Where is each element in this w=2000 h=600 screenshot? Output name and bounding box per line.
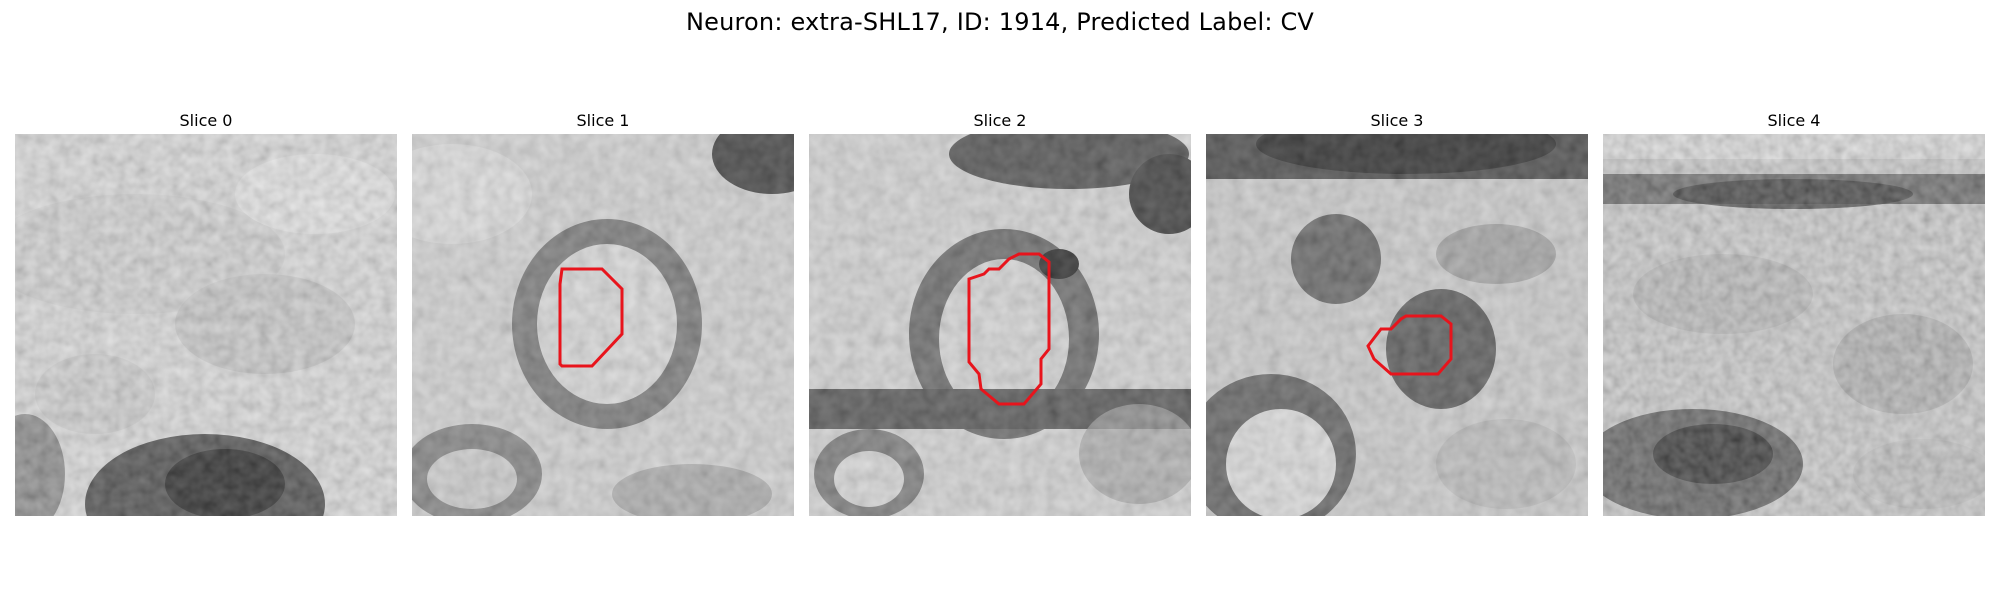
slice-image-1	[412, 134, 794, 516]
slice-image-3	[1206, 134, 1588, 516]
slice-image-2	[809, 134, 1191, 516]
slice-image-0	[15, 134, 397, 516]
slice-panel-3: Slice 3	[1206, 110, 1588, 516]
slice-image-4	[1603, 134, 1985, 516]
slice-title-1: Slice 1	[576, 111, 630, 130]
slice-title-3: Slice 3	[1370, 111, 1424, 130]
slice-title-0: Slice 0	[179, 111, 233, 130]
slice-panel-1: Slice 1	[412, 110, 794, 516]
segmentation-outline-3	[1366, 314, 1453, 376]
slice-panel-0: Slice 0	[15, 110, 397, 516]
slice-title-4: Slice 4	[1767, 111, 1821, 130]
slice-panel-2: Slice 2	[809, 110, 1191, 516]
slice-title-2: Slice 2	[973, 111, 1027, 130]
figure-title: Neuron: extra-SHL17, ID: 1914, Predicted…	[685, 8, 1315, 36]
segmentation-outline-2	[967, 252, 1051, 406]
slice-panel-4: Slice 4	[1603, 110, 1985, 516]
segmentation-outline-1	[558, 267, 624, 368]
